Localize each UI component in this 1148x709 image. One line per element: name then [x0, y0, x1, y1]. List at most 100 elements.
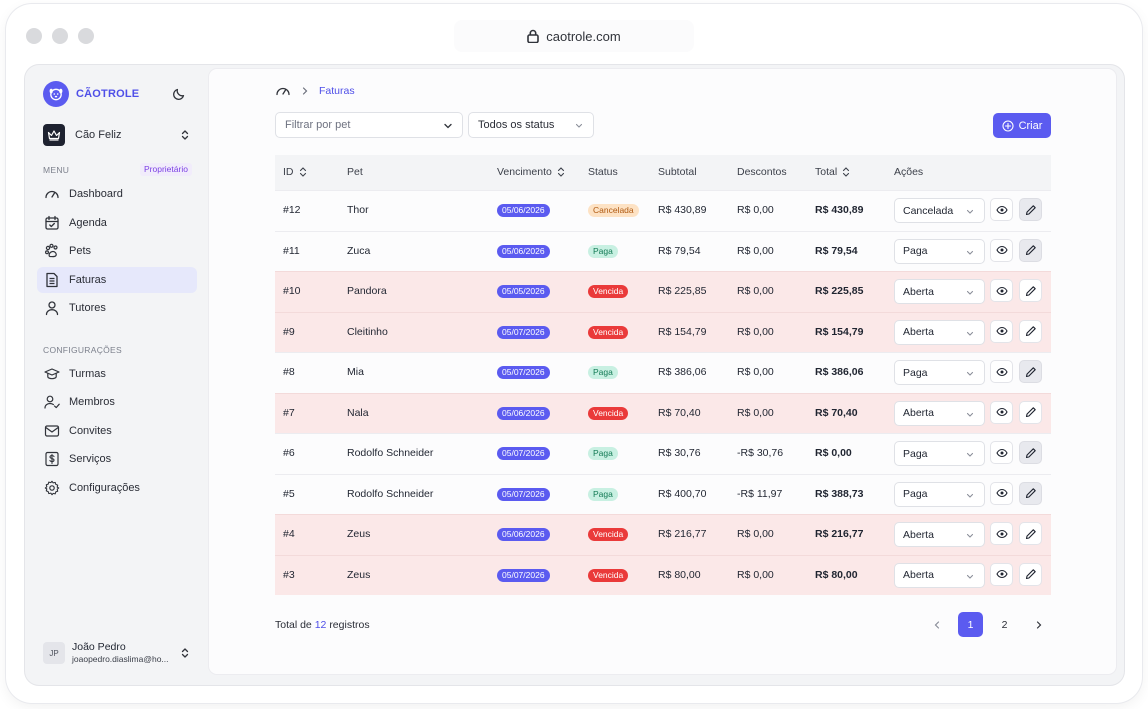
column-id[interactable]: ID [283, 166, 307, 178]
minimize-dot[interactable] [52, 28, 68, 44]
moon-icon[interactable] [172, 87, 186, 101]
sidebar-item-agenda[interactable]: Agenda [37, 210, 197, 236]
status-select[interactable]: Paga [894, 441, 985, 466]
role-badge: Proprietário [140, 163, 192, 176]
status-select[interactable]: Aberta [894, 319, 985, 345]
pagination: 1 2 [924, 612, 1051, 637]
sidebar-item-configuracoes[interactable]: Configurações [37, 475, 197, 501]
pencil-icon [1025, 326, 1036, 337]
edit-button[interactable] [1019, 279, 1042, 302]
status-select[interactable]: Aberta [894, 279, 985, 304]
table-row: #10 Pandora 05/05/2026 Vencida R$ 225,85 R$ 0… [275, 271, 1051, 312]
user-icon [44, 300, 60, 316]
view-button[interactable] [990, 441, 1013, 464]
status-select-value: Aberta [903, 407, 934, 419]
status-filter-select[interactable]: Todos os status [468, 112, 594, 138]
column-due[interactable]: Vencimento [497, 166, 565, 178]
view-button[interactable] [990, 400, 1013, 424]
address-bar[interactable]: caotrole.com [454, 20, 694, 52]
status-select[interactable]: Paga [894, 481, 985, 507]
sidebar-item-servicos[interactable]: Serviços [37, 446, 197, 472]
view-button[interactable] [990, 481, 1013, 505]
chevron-down-icon [966, 533, 974, 538]
view-button[interactable] [990, 198, 1013, 221]
status-select[interactable]: Aberta [894, 400, 985, 426]
maximize-dot[interactable] [78, 28, 94, 44]
chevron-down-icon [966, 574, 974, 579]
sidebar-item-membros[interactable]: Membros [37, 389, 197, 415]
eye-icon [995, 448, 1008, 457]
pet-name: Mia [347, 366, 364, 378]
edit-button[interactable] [1019, 522, 1042, 545]
chevron-left-icon [934, 620, 939, 629]
user-menu[interactable]: JP João Pedro joaopedro.diaslima@ho... [43, 640, 193, 666]
status-select[interactable]: Paga [894, 360, 985, 385]
invoice-id: #6 [283, 447, 295, 459]
view-button[interactable] [990, 279, 1013, 302]
status-select[interactable]: Cancelada [894, 198, 985, 223]
discount-value: R$ 0,00 [737, 406, 774, 419]
create-button[interactable]: Criar [993, 113, 1051, 138]
subtotal-value: R$ 79,54 [658, 244, 701, 257]
total-value: R$ 216,77 [815, 528, 864, 540]
column-total[interactable]: Total [815, 166, 850, 178]
view-button[interactable] [990, 319, 1013, 343]
pet-filter-placeholder: Filtrar por pet [285, 119, 351, 131]
invoice-id: #11 [283, 244, 300, 257]
user-check-icon [44, 394, 60, 410]
org-switcher[interactable]: Cão Feliz [43, 124, 193, 146]
status-badge: Paga [588, 366, 618, 379]
sidebar-item-tutores[interactable]: Tutores [37, 295, 197, 321]
view-button[interactable] [990, 562, 1013, 586]
page-2-button[interactable]: 2 [1001, 618, 1008, 631]
view-button[interactable] [990, 522, 1013, 545]
brand[interactable]: CÃOTROLE [43, 81, 139, 107]
sidebar-item-dashboard[interactable]: Dashboard [37, 181, 197, 207]
edit-button[interactable] [1019, 481, 1042, 505]
edit-button[interactable] [1019, 400, 1042, 424]
discount-value: -R$ 11,97 [737, 487, 783, 500]
status-select[interactable]: Paga [894, 238, 985, 264]
edit-button[interactable] [1019, 562, 1042, 586]
previous-page-button[interactable] [924, 612, 949, 637]
status-select[interactable]: Aberta [894, 562, 985, 588]
pet-name: Thor [347, 204, 369, 216]
chevron-updown-icon [181, 130, 189, 140]
total-suffix: registros [329, 619, 370, 631]
edit-button[interactable] [1019, 238, 1042, 262]
sidebar-item-pets[interactable]: Pets [37, 238, 197, 264]
next-page-button[interactable] [1026, 612, 1051, 637]
edit-button[interactable] [1019, 198, 1042, 221]
sidebar-item-turmas[interactable]: Turmas [37, 361, 197, 387]
sidebar-item-label: Tutores [69, 302, 106, 314]
invoice-id: #10 [283, 285, 301, 297]
edit-button[interactable] [1019, 319, 1042, 343]
sidebar-item-convites[interactable]: Convites [37, 418, 197, 444]
total-value: R$ 386,06 [815, 366, 864, 378]
pencil-icon [1025, 488, 1036, 499]
edit-button[interactable] [1019, 441, 1042, 464]
crown-icon [43, 124, 65, 146]
edit-button[interactable] [1019, 360, 1042, 383]
status-badge: Paga [588, 244, 618, 258]
invoice-icon [44, 272, 60, 288]
status-select[interactable]: Aberta [894, 522, 985, 547]
page-1-button[interactable]: 1 [958, 612, 983, 637]
pet-filter-select[interactable]: Filtrar por pet [275, 112, 463, 138]
sidebar-item-faturas[interactable]: Faturas [37, 267, 197, 293]
subtotal-value: R$ 386,06 [658, 366, 707, 378]
status-select-value: Paga [903, 245, 928, 257]
eye-icon [995, 205, 1008, 214]
view-button[interactable] [990, 360, 1013, 383]
close-dot[interactable] [26, 28, 42, 44]
eye-icon [995, 407, 1008, 417]
discount-value: R$ 0,00 [737, 325, 774, 338]
due-date-badge: 05/05/2026 [497, 285, 550, 298]
gauge-icon[interactable] [275, 83, 291, 99]
breadcrumb-current[interactable]: Faturas [319, 85, 355, 97]
records-total: Total de 12 registros [275, 619, 370, 631]
chevron-right-icon [302, 87, 308, 95]
status-badge: Cancelada [588, 204, 639, 217]
view-button[interactable] [990, 238, 1013, 262]
column-label: Pet [347, 166, 363, 178]
